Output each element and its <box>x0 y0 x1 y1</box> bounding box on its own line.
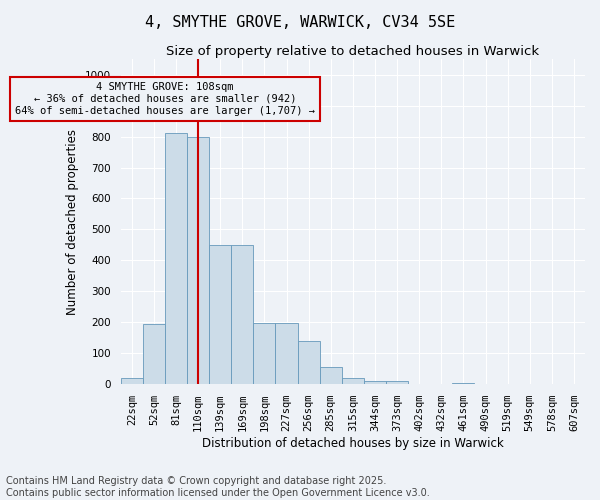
Bar <box>320 367 342 384</box>
Text: 4 SMYTHE GROVE: 108sqm
← 36% of detached houses are smaller (942)
64% of semi-de: 4 SMYTHE GROVE: 108sqm ← 36% of detached… <box>15 82 315 116</box>
Bar <box>231 245 253 384</box>
Bar <box>187 136 209 384</box>
Text: 4, SMYTHE GROVE, WARWICK, CV34 5SE: 4, SMYTHE GROVE, WARWICK, CV34 5SE <box>145 15 455 30</box>
Bar <box>298 341 320 384</box>
Bar <box>143 324 165 384</box>
Bar <box>452 382 475 384</box>
Bar <box>121 378 143 384</box>
Text: Contains HM Land Registry data © Crown copyright and database right 2025.
Contai: Contains HM Land Registry data © Crown c… <box>6 476 430 498</box>
Bar <box>165 134 187 384</box>
Bar <box>364 380 386 384</box>
Bar <box>253 323 275 384</box>
Bar <box>209 245 231 384</box>
Title: Size of property relative to detached houses in Warwick: Size of property relative to detached ho… <box>166 45 539 58</box>
Y-axis label: Number of detached properties: Number of detached properties <box>67 128 79 314</box>
Bar <box>275 323 298 384</box>
Bar <box>342 378 364 384</box>
X-axis label: Distribution of detached houses by size in Warwick: Distribution of detached houses by size … <box>202 437 504 450</box>
Bar <box>386 380 408 384</box>
